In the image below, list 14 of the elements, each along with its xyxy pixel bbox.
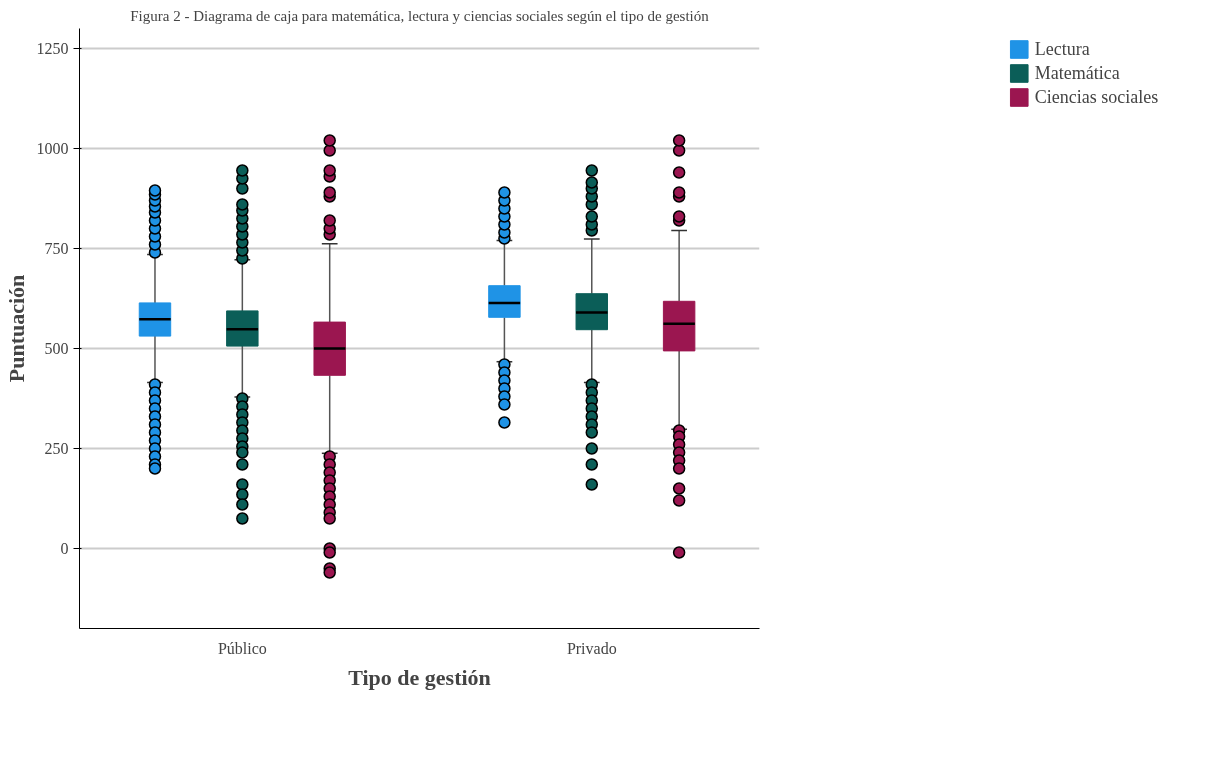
y-tick-label: 250 [44, 440, 69, 457]
x-tick-label: Público [217, 639, 267, 657]
y-tick-label: 1000 [36, 140, 69, 157]
chart-title: Figura 2 - Diagrama de caja para matemática, lectura y ciencias sociales según el tipo de gestión [130, 7, 710, 24]
legend-label: Matemática [1034, 62, 1120, 84]
x-axis-title: Tipo de gestión [348, 664, 491, 690]
y-tick-label: 1250 [36, 40, 69, 57]
y-tick-label: 0 [60, 540, 69, 557]
legend-label: Lectura [1034, 38, 1090, 60]
y-tick-label: 500 [44, 340, 69, 357]
x-tick-label: Privado [566, 639, 617, 657]
y-tick-label: 750 [44, 240, 69, 257]
y-axis-title: Puntuación [3, 274, 29, 383]
legend-label: Ciencias sociales [1034, 86, 1159, 108]
